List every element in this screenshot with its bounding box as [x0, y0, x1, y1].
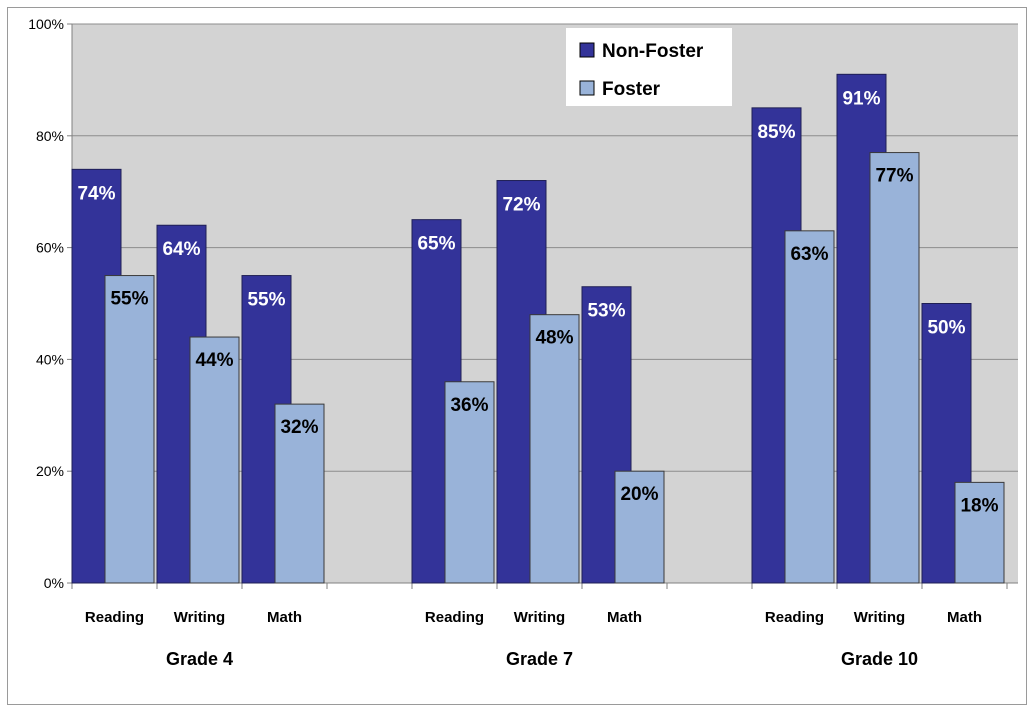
x-category-label: Reading — [85, 609, 144, 626]
y-tick-label: 80% — [36, 128, 64, 144]
data-label-foster: 55% — [110, 289, 148, 310]
bar-foster — [954, 481, 1005, 584]
legend-label: Foster — [602, 79, 661, 100]
chart-frame: 0% 20% 40% 60% 80% 100% 74% 55% Reading 64% 44% Wri… — [7, 7, 1027, 705]
data-label-foster: 20% — [620, 484, 658, 505]
data-label-non-foster: 53% — [587, 301, 625, 322]
x-category-label: Math — [947, 609, 982, 626]
x-category-label: Math — [267, 609, 302, 626]
bar-foster — [444, 381, 495, 584]
bar-foster — [189, 336, 240, 584]
data-label-non-foster: 64% — [162, 239, 200, 260]
x-category-label: Writing — [854, 609, 905, 626]
legend-label: Non-Foster — [602, 41, 704, 62]
x-category-label: Writing — [514, 609, 565, 626]
bar-foster — [869, 152, 920, 584]
x-category-label: Writing — [174, 609, 225, 626]
y-tick-label: 60% — [36, 240, 64, 256]
data-label-foster: 36% — [450, 395, 488, 416]
y-tick-label: 20% — [36, 463, 64, 479]
data-label-non-foster: 72% — [502, 195, 540, 216]
data-label-foster: 32% — [280, 417, 318, 438]
data-label-foster: 63% — [790, 244, 828, 265]
legend-swatch — [579, 42, 595, 58]
data-label-non-foster: 91% — [842, 88, 880, 109]
data-label-non-foster: 74% — [77, 183, 115, 204]
data-label-non-foster: 55% — [247, 290, 285, 311]
data-label-non-foster: 50% — [927, 318, 965, 339]
bar-foster — [104, 275, 155, 584]
bar-foster — [614, 470, 665, 584]
x-category-label: Math — [607, 609, 642, 626]
x-group-label: Grade 7 — [506, 649, 573, 669]
data-label-foster: 18% — [960, 495, 998, 516]
x-category-label: Reading — [425, 609, 484, 626]
bar-foster — [274, 403, 325, 584]
data-label-foster: 48% — [535, 328, 573, 349]
x-category-label: Reading — [765, 609, 824, 626]
y-tick-label: 100% — [28, 16, 64, 32]
data-label-foster: 77% — [875, 166, 913, 187]
y-tick-label: 0% — [44, 575, 64, 591]
bar-foster — [529, 314, 580, 584]
y-tick-label: 40% — [36, 351, 64, 367]
data-label-foster: 44% — [195, 350, 233, 371]
bar-chart: 0% 20% 40% 60% 80% 100% 74% 55% Reading 64% 44% Wri… — [28, 16, 1018, 669]
bar-foster — [784, 230, 835, 584]
data-label-non-foster: 85% — [757, 122, 795, 143]
data-label-non-foster: 65% — [417, 234, 455, 255]
x-group-label: Grade 10 — [841, 649, 918, 669]
legend-swatch — [579, 80, 595, 96]
x-group-label: Grade 4 — [166, 649, 233, 669]
